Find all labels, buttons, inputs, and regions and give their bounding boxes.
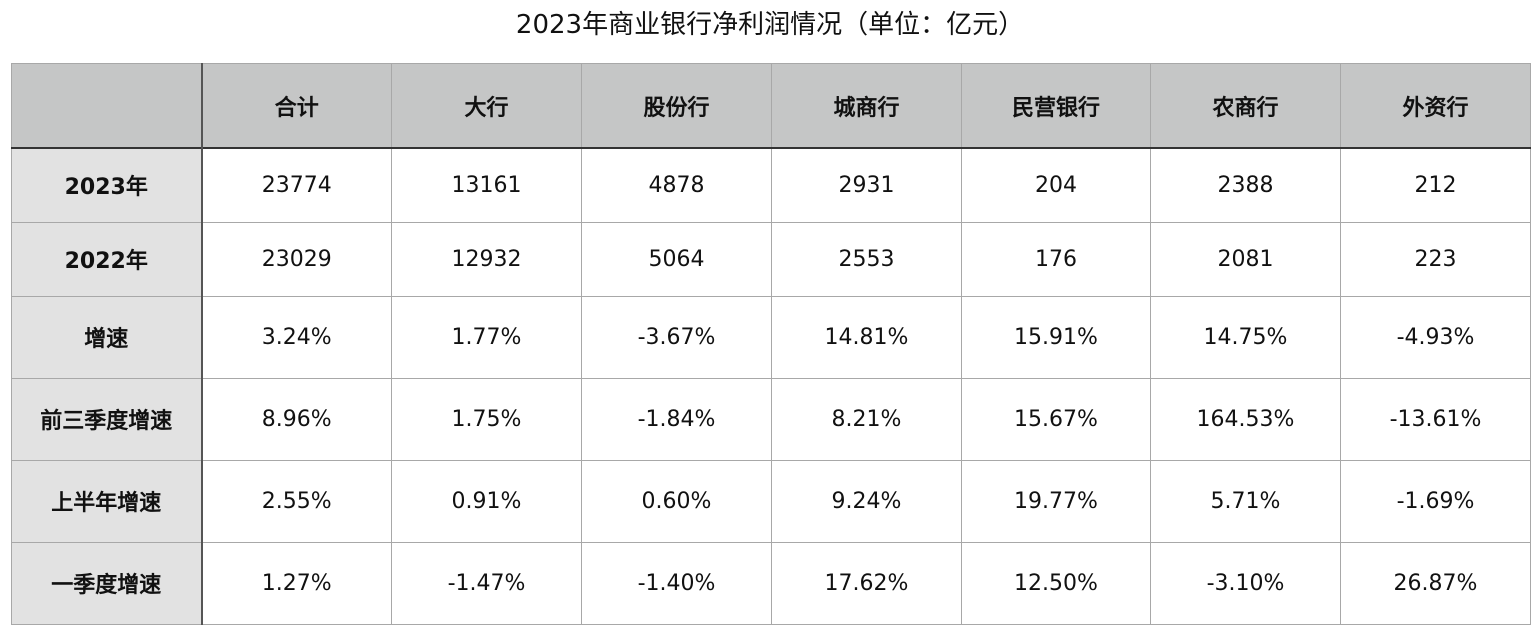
row-header: 前三季度增速 <box>11 377 203 461</box>
row-header: 增速 <box>11 295 203 379</box>
table-cell: 8.21% <box>771 377 962 461</box>
table-cell: 164.53% <box>1150 377 1341 461</box>
table-cell: 2553 <box>771 221 962 297</box>
table-cell: 9.24% <box>771 459 962 543</box>
table-row: 前三季度增速 8.96% 1.75% -1.84% 8.21% 15.67% 1… <box>11 377 1531 461</box>
table-cell: 23029 <box>201 221 392 297</box>
table-cell: -1.47% <box>391 541 582 625</box>
table-cell: 1.77% <box>391 295 582 379</box>
table-row: 上半年增速 2.55% 0.91% 0.60% 9.24% 19.77% 5.7… <box>11 459 1531 543</box>
table-cell: 17.62% <box>771 541 962 625</box>
table-cell: -1.40% <box>581 541 772 625</box>
table-cell: 12932 <box>391 221 582 297</box>
header-row: 合计 大行 股份行 城商行 民营银行 农商行 外资行 <box>11 63 1531 149</box>
column-header-joint-stock-banks: 股份行 <box>581 63 772 149</box>
table-cell: 223 <box>1340 221 1531 297</box>
table-cell: -4.93% <box>1340 295 1531 379</box>
table-cell: -3.67% <box>581 295 772 379</box>
table-cell: 23774 <box>201 147 392 223</box>
column-header-foreign-banks: 外资行 <box>1340 63 1531 149</box>
row-header: 上半年增速 <box>11 459 203 543</box>
row-header: 2023年 <box>11 147 203 223</box>
table-cell: 3.24% <box>201 295 392 379</box>
table-cell: 1.75% <box>391 377 582 461</box>
table-cell: -1.69% <box>1340 459 1531 543</box>
table-cell: 15.91% <box>961 295 1151 379</box>
table-cell: 5.71% <box>1150 459 1341 543</box>
column-header-rural-banks: 农商行 <box>1150 63 1341 149</box>
table-cell: 14.81% <box>771 295 962 379</box>
table-cell: 15.67% <box>961 377 1151 461</box>
table-cell: 13161 <box>391 147 582 223</box>
table-cell: 204 <box>961 147 1151 223</box>
net-profit-table: 合计 大行 股份行 城商行 民营银行 农商行 外资行 2023年 23774 1… <box>11 63 1531 625</box>
table-cell: 14.75% <box>1150 295 1341 379</box>
table-cell: 0.91% <box>391 459 582 543</box>
table-cell: 176 <box>961 221 1151 297</box>
table-cell: 12.50% <box>961 541 1151 625</box>
table-cell: 2388 <box>1150 147 1341 223</box>
table-cell: 2.55% <box>201 459 392 543</box>
table-cell: 0.60% <box>581 459 772 543</box>
table-cell: 19.77% <box>961 459 1151 543</box>
table-cell: -1.84% <box>581 377 772 461</box>
table-cell: 4878 <box>581 147 772 223</box>
table-cell: 212 <box>1340 147 1531 223</box>
table-cell: -13.61% <box>1340 377 1531 461</box>
table-cell: 5064 <box>581 221 772 297</box>
table-cell: 2931 <box>771 147 962 223</box>
table-row: 增速 3.24% 1.77% -3.67% 14.81% 15.91% 14.7… <box>11 295 1531 379</box>
row-header: 一季度增速 <box>11 541 203 625</box>
column-header-private-banks: 民营银行 <box>961 63 1151 149</box>
table-row: 2023年 23774 13161 4878 2931 204 2388 212 <box>11 147 1531 223</box>
table-cell: 2081 <box>1150 221 1341 297</box>
table-cell: 26.87% <box>1340 541 1531 625</box>
column-header-total: 合计 <box>201 63 392 149</box>
table-row: 2022年 23029 12932 5064 2553 176 2081 223 <box>11 221 1531 297</box>
row-header: 2022年 <box>11 221 203 297</box>
table-row: 一季度增速 1.27% -1.47% -1.40% 17.62% 12.50% … <box>11 541 1531 625</box>
corner-cell <box>11 63 203 149</box>
column-header-city-banks: 城商行 <box>771 63 962 149</box>
table-title: 2023年商业银行净利润情况（单位：亿元） <box>515 10 1025 40</box>
column-header-large-banks: 大行 <box>391 63 582 149</box>
table-cell: 1.27% <box>201 541 392 625</box>
table-cell: -3.10% <box>1150 541 1341 625</box>
table-cell: 8.96% <box>201 377 392 461</box>
